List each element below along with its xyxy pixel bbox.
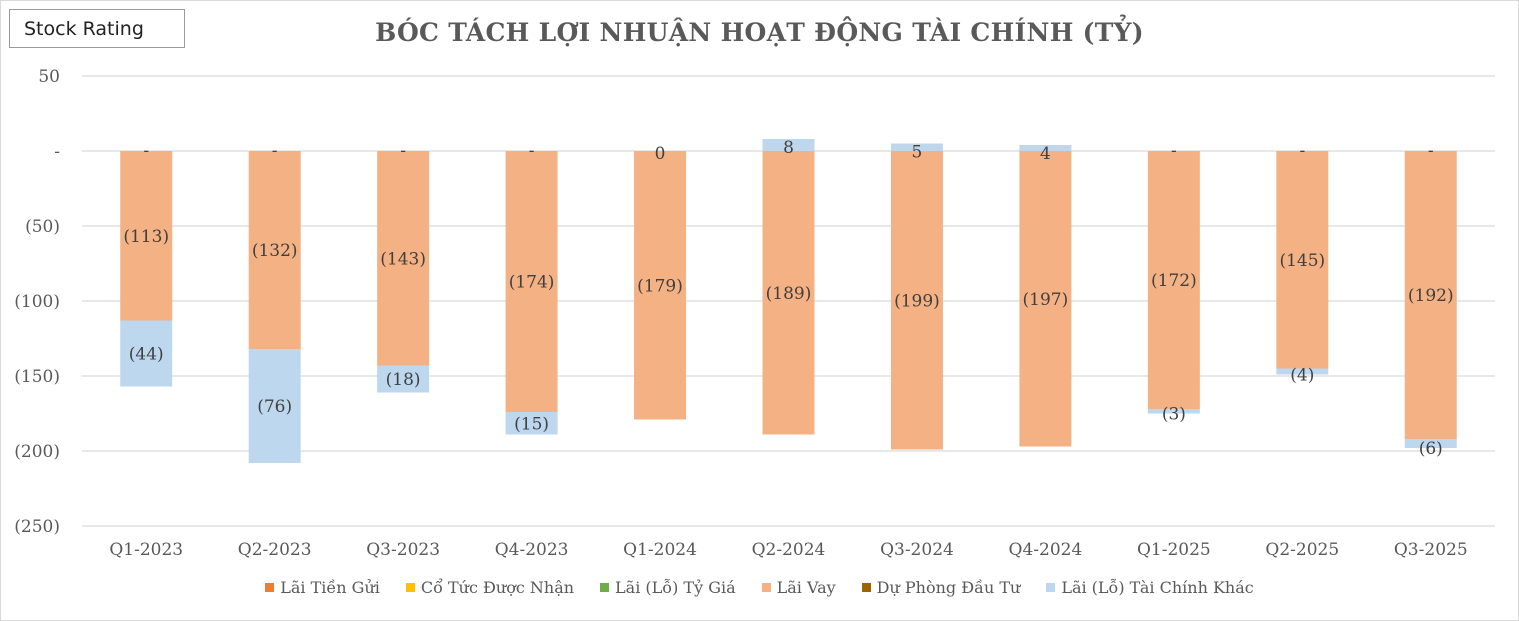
bar-tai-chinh-khac	[890, 143, 943, 151]
bar-lai-vay	[505, 151, 558, 412]
data-label-lai-vay: (113)	[123, 227, 169, 247]
x-tick-label: Q1-2025	[1137, 540, 1211, 560]
data-label-zero: -	[400, 141, 406, 161]
data-label-tai-chinh-khac: (76)	[257, 397, 292, 417]
data-label-lai-vay: (174)	[509, 273, 555, 293]
bar-tai-chinh-khac	[1276, 368, 1329, 375]
x-tick-label: Q1-2024	[623, 540, 697, 560]
bar-tai-chinh-khac	[1019, 145, 1072, 151]
y-tick-label: 50	[38, 67, 60, 87]
chart-legend: Lãi Tiền Gửi Cổ Tức Được Nhận Lãi (Lỗ) Tỷ …	[0, 578, 1519, 597]
legend-swatch	[1046, 583, 1056, 592]
bar-lai-vay	[120, 151, 173, 321]
data-label-tai-chinh-khac: (15)	[514, 414, 549, 434]
bar-lai-vay	[890, 151, 943, 450]
data-label-zero: -	[1299, 141, 1305, 161]
legend-item: Lãi (Lỗ) Tỷ Giá	[600, 578, 736, 597]
legend-swatch	[265, 583, 275, 592]
bar-tai-chinh-khac	[248, 349, 301, 463]
bar-lai-vay	[1276, 151, 1329, 369]
legend-item: Dự Phòng Đầu Tư	[861, 578, 1021, 597]
y-tick-label: (100)	[14, 292, 60, 312]
x-tick-label: Q1-2023	[109, 540, 183, 560]
data-label-zero: -	[143, 141, 149, 161]
bar-lai-vay	[1147, 151, 1200, 409]
legend-item: Lãi Vay	[761, 578, 836, 597]
bar-lai-vay	[248, 151, 301, 349]
x-tick-label: Q2-2023	[238, 540, 312, 560]
legend-swatch	[405, 583, 415, 592]
bar-tai-chinh-khac	[762, 139, 815, 151]
y-tick-label: (200)	[14, 442, 60, 462]
data-label-tai-chinh-khac: (4)	[1290, 366, 1314, 386]
bar-tai-chinh-khac	[1147, 409, 1200, 414]
data-label-lai-vay: (145)	[1279, 251, 1325, 271]
x-tick-label: Q3-2023	[366, 540, 440, 560]
x-tick-label: Q4-2024	[1009, 540, 1083, 560]
y-tick-label: (50)	[25, 217, 60, 237]
chart-title: BÓC TÁCH LỢI NHUẬN HOẠT ĐỘNG TÀI CHÍNH (…	[375, 18, 1144, 47]
data-label-tai-chinh-khac: 4	[1040, 144, 1051, 164]
bar-tai-chinh-khac	[505, 412, 558, 435]
data-label-zero: -	[272, 141, 278, 161]
x-tick-label: Q2-2025	[1265, 540, 1339, 560]
legend-item: Cổ Tức Được Nhận	[405, 578, 575, 597]
legend-item: Lãi (Lỗ) Tài Chính Khác	[1046, 578, 1254, 597]
data-label-lai-vay: (172)	[1151, 271, 1197, 291]
legend-swatch	[861, 583, 871, 592]
y-tick-label: (150)	[14, 367, 60, 387]
bar-tai-chinh-khac	[120, 320, 173, 387]
data-label-tai-chinh-khac: (18)	[386, 370, 421, 390]
bar-tai-chinh-khac	[1404, 439, 1457, 448]
data-label-lai-vay: (132)	[252, 241, 298, 261]
x-tick-label: Q3-2025	[1394, 540, 1468, 560]
x-tick-label: Q3-2024	[880, 540, 954, 560]
stock-rating-badge: Stock Rating	[9, 9, 185, 48]
bar-lai-vay	[634, 151, 687, 420]
x-tick-label: Q4-2023	[495, 540, 569, 560]
legend-label: Lãi (Lỗ) Tỷ Giá	[615, 578, 736, 597]
legend-label: Lãi Vay	[776, 578, 836, 597]
data-label-lai-vay: (199)	[894, 291, 940, 311]
data-label-zero: -	[1428, 141, 1434, 161]
legend-swatch	[761, 583, 771, 592]
data-label-tai-chinh-khac: 8	[783, 138, 794, 158]
legend-label: Cổ Tức Được Nhận	[420, 578, 575, 597]
bar-lai-vay	[1019, 151, 1072, 447]
data-label-lai-vay: (179)	[637, 276, 683, 296]
y-tick-label: -	[54, 142, 60, 162]
data-label-lai-vay: (189)	[766, 284, 812, 304]
y-tick-label: (250)	[14, 517, 60, 537]
data-label-tai-chinh-khac: 0	[655, 144, 666, 164]
legend-label: Dự Phòng Đầu Tư	[876, 578, 1021, 597]
legend-swatch	[600, 583, 610, 592]
x-tick-label: Q2-2024	[752, 540, 826, 560]
data-label-tai-chinh-khac: (6)	[1419, 439, 1443, 459]
data-label-tai-chinh-khac: (3)	[1162, 405, 1186, 425]
bar-lai-vay	[1404, 151, 1457, 439]
bar-lai-vay	[377, 151, 430, 366]
bar-tai-chinh-khac	[377, 365, 430, 393]
bar-lai-vay	[762, 151, 815, 435]
data-label-zero: -	[1171, 141, 1177, 161]
legend-label: Lãi (Lỗ) Tài Chính Khác	[1061, 578, 1254, 597]
data-label-lai-vay: (143)	[380, 249, 426, 269]
data-label-tai-chinh-khac: 5	[912, 143, 923, 163]
data-label-tai-chinh-khac: (44)	[129, 345, 164, 365]
data-label-lai-vay: (192)	[1408, 286, 1454, 306]
legend-label: Lãi Tiền Gửi	[280, 578, 380, 597]
data-label-lai-vay: (197)	[1023, 290, 1069, 310]
legend-item: Lãi Tiền Gửi	[265, 578, 380, 597]
data-label-zero: -	[529, 141, 535, 161]
